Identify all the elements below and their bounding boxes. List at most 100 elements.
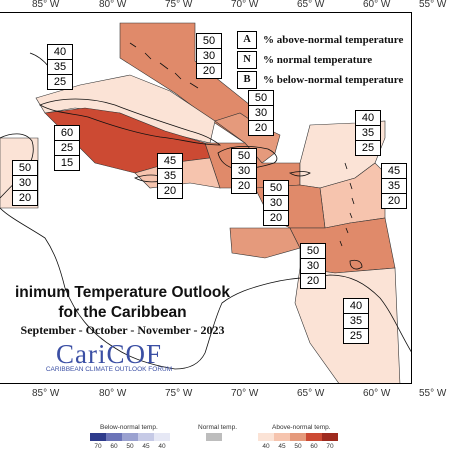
colorbar-label-above: 40: [262, 443, 270, 450]
prob-box-leeward-north: 40 35 25: [355, 110, 381, 156]
colorbar-label-below: 50: [126, 443, 134, 450]
prob-normal: 35: [356, 126, 380, 141]
legend-row-above: A % above-normal temperature: [237, 30, 403, 50]
prob-box-leeward: 45 35 20: [381, 163, 407, 209]
legend-text: % below-normal temperature: [263, 74, 404, 86]
logo-text: CariCOF: [55, 339, 162, 369]
prob-box-guianas: 40 35 25: [343, 298, 369, 344]
colorbar-swatch-below: [138, 433, 154, 441]
lon-label: 65° W: [297, 0, 325, 10]
lon-label: 55° W: [419, 388, 447, 399]
prob-normal: 30: [232, 164, 256, 179]
prob-above: 40: [344, 299, 368, 314]
colorbar-label-below: 60: [110, 443, 118, 450]
legend-row-normal: N % normal temperature: [237, 50, 403, 70]
colorbar-label-above: 45: [278, 443, 286, 450]
puerto-rico-coast: [289, 171, 311, 177]
prob-normal: 35: [382, 179, 406, 194]
prob-box-hispaniola-north: 50 30 20: [248, 90, 274, 136]
prob-below: 20: [269, 212, 283, 224]
prob-box-cuba-north: 40 35 25: [47, 44, 73, 90]
colorbar-below-title: Below-normal temp.: [100, 424, 158, 431]
trinidad-coast: [349, 259, 363, 270]
map-title-line1: inimum Temperature Outlook: [14, 284, 231, 301]
prob-below: 20: [387, 195, 401, 207]
colorbar-swatch-below: [106, 433, 122, 441]
prob-below: 20: [306, 275, 320, 287]
prob-normal: 30: [264, 196, 288, 211]
logo-subtext: CARIBBEAN CLIMATE OUTLOOK FORUM: [45, 366, 173, 373]
prob-above: 50: [301, 244, 325, 259]
colorbar-label-above: 50: [294, 443, 302, 450]
colorbar-label-below: 45: [142, 443, 150, 450]
prob-above: 50: [13, 161, 37, 176]
lon-label: 70° W: [231, 388, 259, 399]
map-title-line2: for the Caribbean: [58, 304, 187, 321]
lon-label: 70° W: [231, 0, 259, 10]
colorbar-swatch-below: [122, 433, 138, 441]
colorbar-swatch-normal: [206, 433, 222, 441]
prob-normal: 25: [55, 141, 79, 156]
lon-label: 65° W: [297, 388, 325, 399]
map-subtitle: September - October - November - 2023: [20, 323, 225, 337]
prob-normal: 30: [13, 176, 37, 191]
colorbar-label-below: 70: [94, 443, 102, 450]
prob-below: 20: [202, 65, 216, 77]
prob-normal: 35: [48, 60, 72, 75]
legend-row-below: B % below-normal temperature: [237, 70, 403, 90]
colorbar-swatch-below: [154, 433, 170, 441]
colorbar-label-above: 70: [326, 443, 334, 450]
prob-below: 20: [163, 185, 177, 197]
legend-text: % normal temperature: [263, 54, 373, 66]
prob-above: 45: [382, 164, 406, 179]
colorbar-label-below: 40: [158, 443, 166, 450]
prob-below: 20: [237, 180, 251, 192]
zone-west-central: [229, 227, 301, 259]
lon-label: 75° W: [165, 0, 193, 10]
bahamas-isl: [129, 42, 199, 89]
colorbar-swatch-above: [322, 433, 338, 441]
caricof-logo: CariCOF CARIBBEAN CLIMATE OUTLOOK FORUM: [14, 339, 204, 373]
lon-label: 85° W: [32, 0, 60, 10]
prob-box-jamaica: 45 35 20: [157, 153, 183, 199]
lon-label: 55° W: [419, 0, 447, 10]
prob-below: 15: [60, 157, 74, 169]
legend-letter: A: [237, 31, 257, 49]
prob-normal: 30: [249, 106, 273, 121]
map-title: inimum Temperature Outlook for the Carib…: [0, 283, 245, 323]
prob-normal: 35: [158, 169, 182, 184]
prob-above: 40: [48, 45, 72, 60]
prob-below: 25: [53, 76, 67, 88]
prob-box-windward: 50 30 20: [300, 243, 326, 289]
prob-box-puerto-rico: 50 30 20: [263, 180, 289, 226]
lesser-antilles: [339, 162, 355, 247]
lon-label: 85° W: [32, 388, 60, 399]
prob-above: 50: [232, 149, 256, 164]
legend-text: % above-normal temperature: [263, 34, 404, 46]
lon-label: 80° W: [99, 0, 127, 10]
prob-below: 25: [361, 142, 375, 154]
prob-below: 20: [254, 122, 268, 134]
prob-normal: 30: [301, 259, 325, 274]
prob-normal: 30: [197, 49, 221, 64]
legend-letter: B: [237, 71, 257, 89]
legend-letter: N: [237, 51, 257, 69]
colorbar-swatch-above: [274, 433, 290, 441]
colorbar-label-above: 60: [310, 443, 318, 450]
prob-box-cuba-west: 60 25 15: [54, 125, 80, 171]
prob-below: 25: [349, 330, 363, 342]
prob-below: 20: [18, 192, 32, 204]
lon-label: 60° W: [363, 388, 391, 399]
prob-box-west-edge: 50 30 20: [12, 160, 38, 206]
colorbar-swatch-above: [290, 433, 306, 441]
prob-box-bahamas: 50 30 20: [196, 33, 222, 79]
prob-box-hispaniola: 50 30 20: [231, 148, 257, 194]
legend-key: A % above-normal temperature N % normal …: [237, 30, 403, 90]
lon-label: 60° W: [363, 0, 391, 10]
colorbar-normal-title: Normal temp.: [198, 424, 238, 431]
colorbar-swatch-above: [258, 433, 274, 441]
coastlines: [0, 42, 411, 370]
colorbar-above-title: Above-normal temp.: [272, 424, 331, 431]
cuba-coast: [39, 98, 222, 146]
colorbar-swatch-below: [90, 433, 106, 441]
